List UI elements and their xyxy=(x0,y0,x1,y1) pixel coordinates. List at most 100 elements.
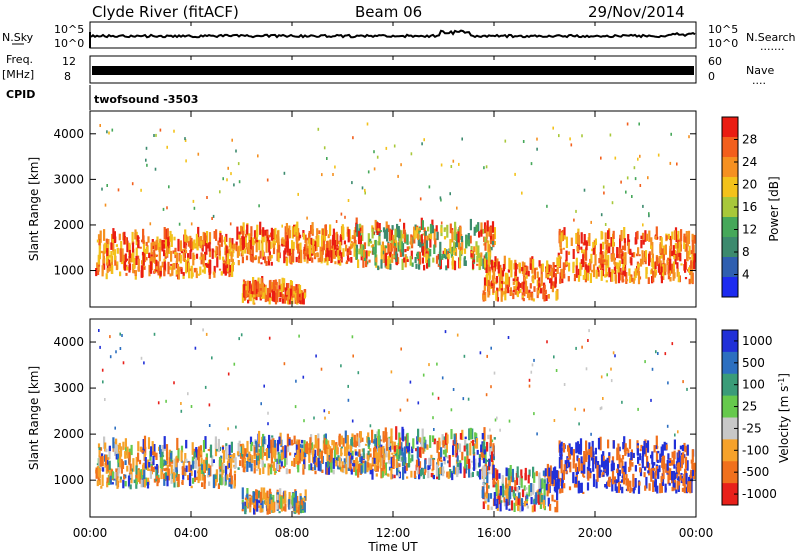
scatter-cell xyxy=(667,233,670,240)
scatter-cell xyxy=(166,228,169,239)
scatter-cell xyxy=(202,254,205,267)
scatter-cell xyxy=(610,237,613,247)
scatter-cell xyxy=(411,454,414,462)
scatter-cell xyxy=(429,234,432,248)
scatter-cell xyxy=(503,499,507,507)
scatter-cell xyxy=(406,257,409,261)
scatter-cell xyxy=(485,273,489,281)
scatter-cell xyxy=(169,266,172,270)
scatter-cell xyxy=(618,446,621,452)
scatter-cell xyxy=(644,485,647,491)
scatter-cell xyxy=(563,383,566,386)
scatter-cell xyxy=(148,462,151,468)
scatter-cell xyxy=(585,440,588,451)
scatter-cell xyxy=(683,442,686,452)
scatter-cell xyxy=(195,253,199,259)
scatter-cell xyxy=(671,263,674,274)
scatter-cell xyxy=(520,475,523,488)
scatter-cell xyxy=(349,445,353,449)
scatter-cell xyxy=(329,457,332,463)
scatter-cell xyxy=(403,257,406,263)
scatter-cell xyxy=(486,459,489,462)
scatter-cell xyxy=(565,250,568,261)
scatter-cell xyxy=(663,245,666,256)
scatter-cell xyxy=(428,363,430,367)
scatter-cell xyxy=(297,440,300,453)
scatter-cell xyxy=(105,257,108,265)
scatter-cell xyxy=(502,485,505,498)
scatter-cell xyxy=(340,364,342,368)
scatter-cell xyxy=(420,234,423,244)
scatter-cell xyxy=(399,437,402,447)
scatter-cell xyxy=(358,437,361,448)
scatter-cell xyxy=(279,488,282,501)
scatter-cell xyxy=(406,234,409,245)
scatter-cell xyxy=(208,481,211,486)
scatter-cell xyxy=(624,268,627,271)
scatter-cell xyxy=(315,457,319,468)
scatter-cell xyxy=(580,259,583,265)
scatter-cell xyxy=(326,459,329,462)
scatter-cell xyxy=(279,292,282,298)
scatter-cell xyxy=(343,240,346,245)
scatter-cell xyxy=(618,456,621,468)
scatter-cell xyxy=(339,241,342,251)
scatter-cell xyxy=(480,252,483,258)
scatter-cell xyxy=(487,485,490,489)
scatter-cell xyxy=(254,237,257,243)
velocity-cbar-swatch xyxy=(722,373,738,397)
scatter-cell xyxy=(228,444,231,456)
scatter-cell xyxy=(352,136,354,140)
scatter-cell xyxy=(122,479,125,489)
scatter-cell xyxy=(472,259,475,263)
scatter-cell xyxy=(249,239,252,243)
scatter-cell xyxy=(466,443,469,456)
scatter-cell xyxy=(293,457,296,467)
scatter-cell xyxy=(373,446,377,452)
scatter-cell xyxy=(253,281,256,295)
scatter-cell xyxy=(675,489,678,494)
scatter-cell xyxy=(681,454,684,464)
scatter-cell xyxy=(557,252,560,257)
scatter-cell xyxy=(629,276,632,283)
scatter-cell xyxy=(603,191,605,195)
scatter-cell xyxy=(311,257,314,263)
scatter-cell xyxy=(390,468,393,480)
scatter-cell xyxy=(655,451,659,462)
scatter-cell xyxy=(261,500,264,509)
scatter-cell xyxy=(432,435,435,442)
scatter-cell xyxy=(105,448,108,453)
scatter-cell xyxy=(191,272,194,277)
scatter-cell xyxy=(490,259,493,269)
scatter-cell xyxy=(686,444,689,456)
scatter-cell xyxy=(102,467,105,472)
time-tick-label: 08:00 xyxy=(275,526,310,540)
scatter-cell xyxy=(556,478,559,490)
scatter-cell xyxy=(580,246,583,250)
scatter-cell xyxy=(106,481,109,488)
scatter-cell xyxy=(690,469,693,479)
scatter-cell xyxy=(470,472,473,478)
scatter-cell xyxy=(241,236,244,246)
scatter-cell xyxy=(265,235,268,246)
scatter-cell xyxy=(519,288,522,293)
scatter-cell xyxy=(378,223,381,233)
scatter-cell xyxy=(425,248,428,254)
scatter-cell xyxy=(369,424,372,428)
scatter-cell xyxy=(259,505,262,513)
scatter-cell xyxy=(273,286,276,290)
scatter-cell xyxy=(442,440,445,448)
scatter-cell xyxy=(137,244,140,248)
scatter-cell xyxy=(117,444,120,453)
scatter-cell xyxy=(388,457,391,465)
scatter-cell xyxy=(219,190,221,194)
scatter-cell xyxy=(224,247,227,256)
scatter-cell xyxy=(488,458,491,467)
scatter-cell xyxy=(161,239,164,252)
scatter-cell xyxy=(440,163,443,167)
scatter-cell xyxy=(199,454,202,458)
scatter-cell xyxy=(293,435,296,445)
scatter-cell xyxy=(177,238,180,252)
scatter-cell xyxy=(614,261,617,267)
scatter-cell xyxy=(202,468,205,477)
